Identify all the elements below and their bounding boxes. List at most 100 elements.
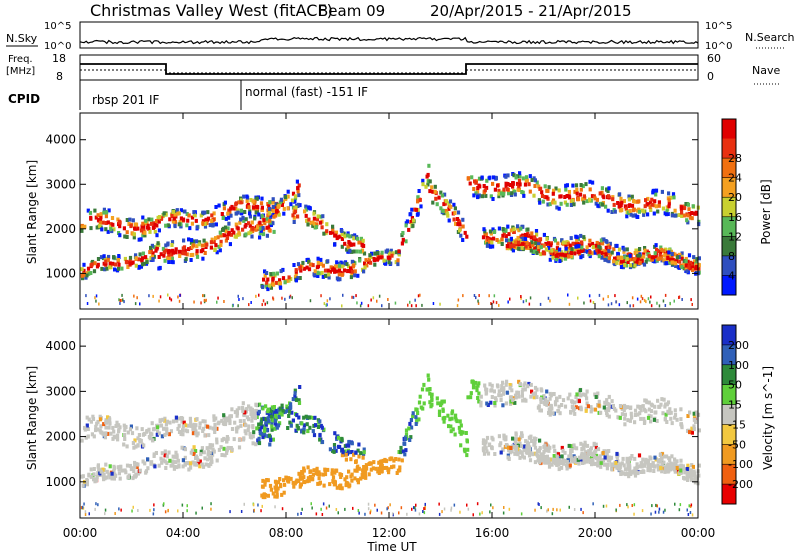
data-point: [645, 400, 649, 405]
data-point: [173, 209, 177, 214]
data-point: [657, 459, 661, 464]
data-point: [655, 247, 659, 252]
freq-label: Freq.: [8, 54, 33, 65]
data-point: [192, 243, 196, 248]
data-point: [197, 240, 202, 245]
data-point: [604, 204, 608, 209]
data-point: [174, 250, 178, 255]
data-point: [674, 502, 676, 506]
data-point: [577, 249, 581, 254]
data-point: [591, 458, 595, 462]
data-point: [209, 245, 213, 250]
data-point: [280, 403, 284, 408]
data-point: [159, 423, 164, 428]
data-point: [330, 468, 334, 473]
data-point: [238, 419, 242, 424]
data-point: [314, 423, 318, 428]
data-point: [205, 242, 209, 247]
data-point: [524, 244, 528, 249]
data-point: [517, 394, 521, 399]
data-point: [678, 213, 682, 217]
data-point: [484, 390, 489, 395]
data-point: [98, 417, 103, 422]
data-point: [577, 296, 579, 300]
data-point: [237, 406, 241, 411]
data-point: [242, 297, 244, 301]
data-point: [488, 382, 492, 387]
data-point: [377, 468, 382, 473]
data-point: [511, 181, 515, 185]
data-point: [286, 194, 290, 199]
data-point: [217, 203, 221, 208]
data-point: [177, 295, 179, 299]
data-point: [191, 431, 195, 436]
data-point: [593, 392, 597, 397]
data-point: [141, 432, 145, 437]
data-point: [139, 302, 141, 306]
data-point: [106, 431, 110, 436]
data-point: [171, 463, 175, 468]
data-point: [151, 257, 155, 262]
data-point: [248, 303, 250, 307]
data-point: [423, 511, 426, 515]
data-point: [96, 257, 101, 261]
data-point: [134, 263, 138, 268]
data-point: [344, 507, 346, 511]
data-point: [308, 425, 312, 430]
data-point: [209, 462, 213, 467]
data-point: [167, 432, 171, 437]
data-point: [458, 429, 462, 434]
data-point: [200, 301, 202, 305]
data-point: [235, 408, 239, 413]
data-point: [287, 414, 291, 418]
beam-label: Beam 09: [318, 2, 385, 20]
data-point: [335, 260, 339, 265]
data-point: [570, 456, 574, 461]
data-point: [657, 200, 661, 205]
data-point: [674, 462, 678, 467]
data-point: [168, 420, 172, 425]
data-point: [533, 246, 537, 251]
data-point: [659, 466, 663, 471]
data-point: [261, 478, 265, 483]
data-point: [506, 224, 510, 229]
data-point: [670, 454, 674, 459]
data-point: [490, 503, 492, 507]
data-point: [225, 236, 229, 240]
data-point: [575, 459, 579, 464]
data-point: [355, 294, 357, 298]
data-point: [508, 385, 512, 390]
data-point: [411, 411, 415, 416]
data-point: [399, 445, 403, 450]
data-point: [581, 184, 585, 189]
data-point: [113, 267, 117, 272]
data-point: [660, 452, 665, 457]
data-point: [457, 298, 460, 302]
data-point: [203, 294, 206, 298]
colorbar-segment: [722, 236, 736, 257]
data-point: [618, 415, 622, 420]
data-point: [266, 287, 270, 292]
data-point: [206, 452, 210, 457]
data-point: [629, 304, 631, 308]
data-point: [257, 212, 261, 217]
data-point: [155, 219, 159, 223]
data-point: [424, 505, 426, 509]
data-point: [592, 454, 596, 459]
colorbar-tick-label: 16: [728, 211, 742, 224]
data-point: [92, 434, 96, 439]
cpid-segment-1: rbsp 201 IF: [92, 93, 159, 107]
data-point: [133, 226, 137, 231]
data-point: [669, 195, 673, 200]
data-point: [501, 233, 505, 238]
data-point: [260, 509, 262, 513]
data-point: [302, 466, 306, 471]
data-point: [219, 243, 223, 247]
data-point: [583, 452, 587, 457]
data-point: [682, 213, 687, 218]
data-point: [686, 202, 690, 207]
data-point: [539, 452, 543, 457]
data-point: [629, 405, 633, 410]
data-point: [497, 389, 501, 394]
